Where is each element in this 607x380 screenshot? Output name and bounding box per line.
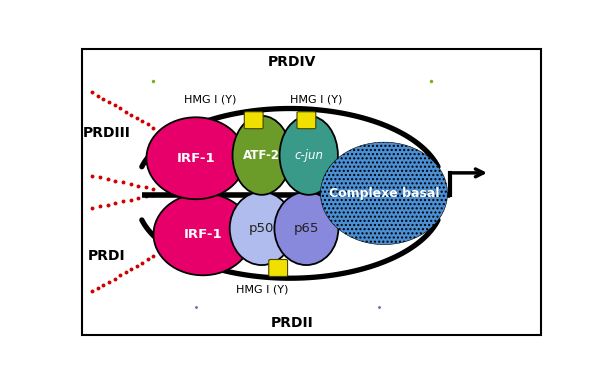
Ellipse shape — [146, 117, 245, 199]
Ellipse shape — [154, 193, 253, 275]
Ellipse shape — [232, 116, 291, 195]
Text: Complexe basal: Complexe basal — [329, 187, 439, 200]
Text: HMG I (Y): HMG I (Y) — [184, 95, 236, 105]
Text: PRDI: PRDI — [87, 249, 125, 263]
Text: HMG I (Y): HMG I (Y) — [290, 95, 342, 105]
FancyBboxPatch shape — [269, 260, 288, 277]
Text: HMG I (Y): HMG I (Y) — [236, 284, 288, 294]
FancyBboxPatch shape — [297, 112, 316, 129]
Ellipse shape — [274, 192, 338, 265]
Text: PRDIV: PRDIV — [268, 55, 316, 69]
Ellipse shape — [229, 192, 294, 265]
Text: PRDII: PRDII — [271, 316, 314, 330]
Text: IRF-1: IRF-1 — [177, 152, 215, 165]
Ellipse shape — [320, 142, 447, 245]
Text: c-jun: c-jun — [294, 149, 324, 162]
Text: PRDIII: PRDIII — [83, 127, 131, 140]
Text: IRF-1: IRF-1 — [183, 228, 222, 241]
Text: p50: p50 — [249, 222, 274, 235]
Ellipse shape — [280, 116, 338, 195]
Text: ATF-2: ATF-2 — [243, 149, 280, 162]
Text: p65: p65 — [294, 222, 319, 235]
FancyBboxPatch shape — [244, 112, 263, 129]
